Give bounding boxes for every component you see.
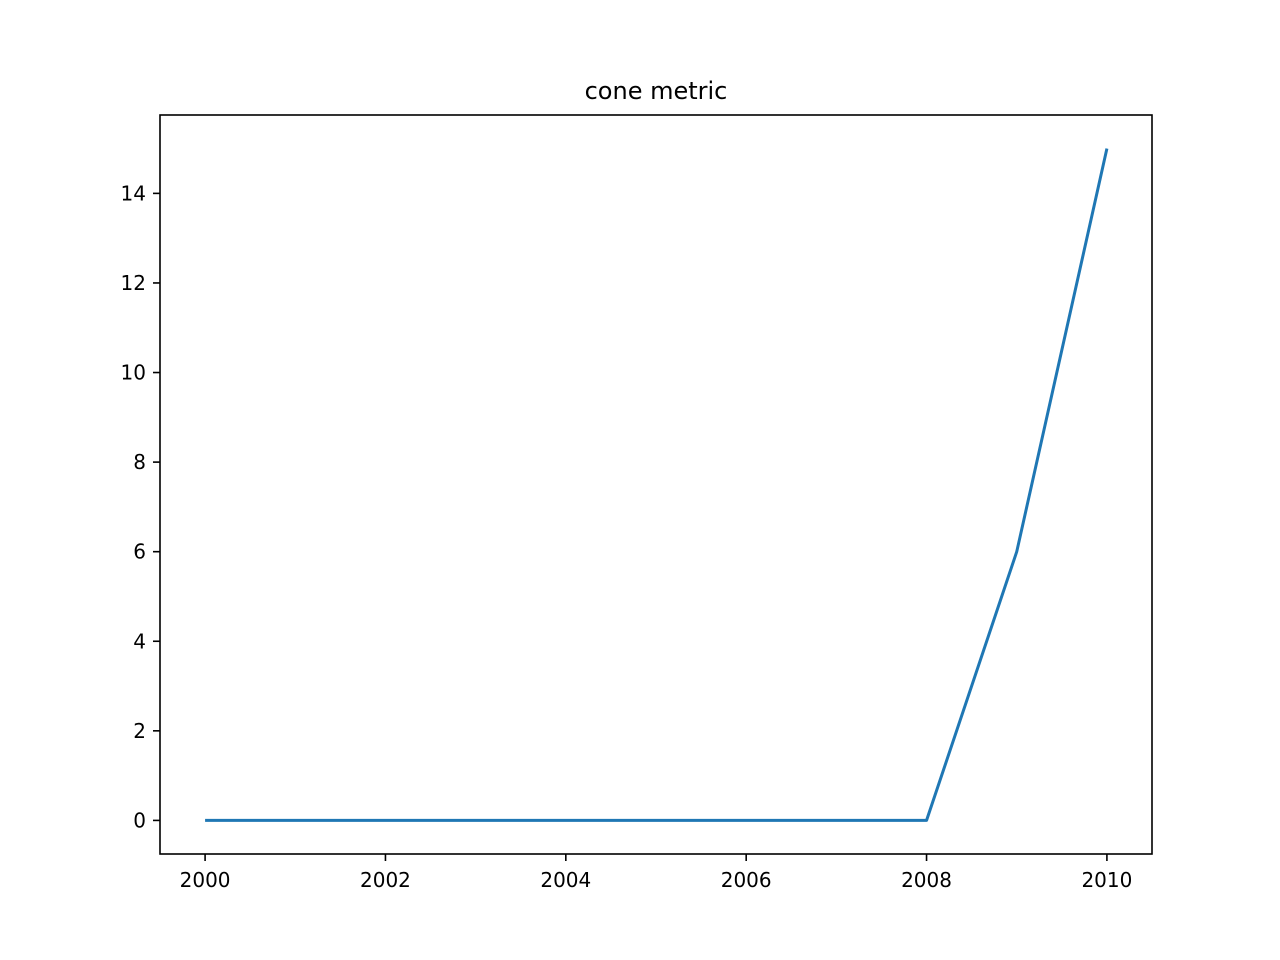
y-tick-label: 0 bbox=[133, 808, 146, 832]
x-axis-ticks: 2000 2002 2004 2006 2008 2010 bbox=[180, 854, 1132, 892]
x-tick-label: 2006 bbox=[721, 868, 772, 892]
y-tick-label: 6 bbox=[133, 540, 146, 564]
chart-title: cone metric bbox=[585, 77, 728, 105]
x-tick-label: 2008 bbox=[901, 868, 952, 892]
y-axis-ticks: 0 2 4 6 8 10 12 14 bbox=[121, 181, 160, 832]
y-tick-label: 8 bbox=[133, 450, 146, 474]
y-tick-label: 4 bbox=[133, 629, 146, 653]
x-tick-label: 2010 bbox=[1081, 868, 1132, 892]
y-tick-label: 12 bbox=[121, 271, 146, 295]
y-tick-label: 10 bbox=[121, 361, 146, 385]
x-tick-label: 2000 bbox=[180, 868, 231, 892]
series-layer bbox=[205, 148, 1109, 822]
x-tick-label: 2004 bbox=[540, 868, 591, 892]
series-line bbox=[205, 148, 1109, 822]
x-tick-label: 2002 bbox=[360, 868, 411, 892]
axes-frame bbox=[159, 114, 1153, 855]
y-tick-label: 14 bbox=[121, 181, 146, 205]
y-tick-label: 2 bbox=[133, 719, 146, 743]
